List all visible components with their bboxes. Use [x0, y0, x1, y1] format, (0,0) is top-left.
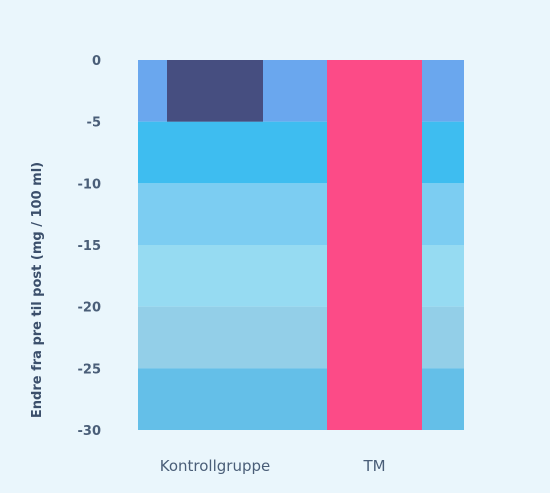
- y-axis-ticks: 0 -5 -10 -15 -20 -25 -30: [78, 54, 102, 439]
- y-tick-label: -15: [78, 239, 102, 254]
- y-axis-label: Endre fra pre til post (mg / 100 ml): [30, 162, 45, 418]
- y-tick-label: -25: [78, 362, 102, 377]
- y-tick-label: 0: [92, 54, 101, 69]
- y-tick-label: -5: [87, 116, 101, 131]
- y-tick-label: -30: [78, 424, 102, 439]
- x-category-label: Kontrollgruppe: [160, 457, 270, 475]
- y-tick-label: -10: [78, 177, 102, 192]
- x-category-label: TM: [362, 457, 385, 475]
- x-axis-categories: Kontrollgruppe TM: [160, 457, 386, 475]
- y-tick-label: -20: [78, 301, 102, 316]
- bar-kontrollgruppe: [167, 60, 263, 122]
- bar-tm: [327, 60, 422, 430]
- bars: [167, 60, 422, 430]
